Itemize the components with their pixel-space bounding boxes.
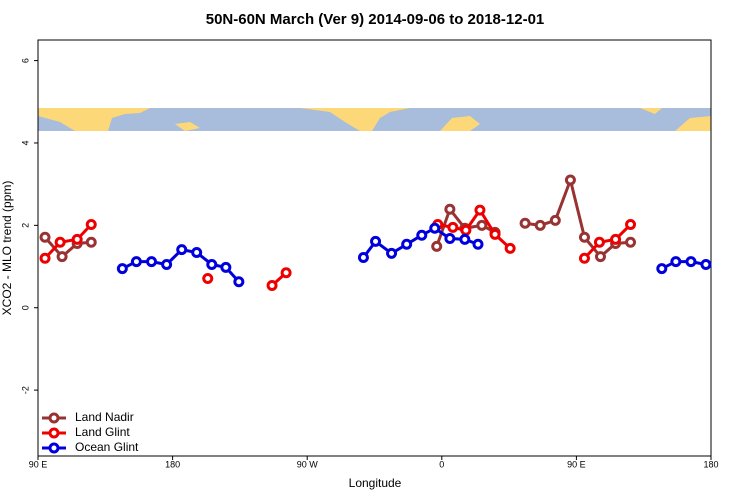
- x-tick-label: 90 W: [297, 459, 319, 469]
- point: [416, 229, 428, 241]
- legend-marker: [48, 442, 60, 454]
- point: [85, 236, 97, 248]
- x-axis-label: Longitude: [349, 476, 402, 490]
- point: [386, 247, 398, 259]
- legend-label: Land Glint: [75, 425, 130, 439]
- legend-marker: [48, 427, 60, 439]
- y-tick-label: 6: [20, 58, 30, 63]
- y-axis-label: XCO2 - MLO trend (ppm): [0, 181, 14, 316]
- point: [519, 217, 531, 229]
- point: [685, 256, 697, 268]
- point: [625, 236, 637, 248]
- point: [202, 272, 214, 284]
- point: [504, 242, 516, 254]
- chart-title: 50N-60N March (Ver 9) 2014-09-06 to 2018…: [206, 11, 545, 28]
- y-tick-label: 2: [20, 223, 30, 228]
- point: [130, 256, 142, 268]
- point: [578, 252, 590, 264]
- x-tick-label: 90 E: [29, 459, 48, 469]
- point: [670, 256, 682, 268]
- point: [447, 221, 459, 233]
- point: [444, 203, 456, 215]
- point: [39, 252, 51, 264]
- point: [472, 238, 484, 250]
- legend-label: Ocean Glint: [75, 440, 139, 454]
- point: [85, 219, 97, 231]
- point: [357, 251, 369, 263]
- point: [191, 247, 203, 259]
- point: [460, 224, 472, 236]
- point: [233, 276, 245, 288]
- point: [534, 219, 546, 231]
- map-strip: [38, 108, 711, 131]
- point: [401, 238, 413, 250]
- point: [700, 258, 712, 270]
- point: [431, 240, 443, 252]
- point: [549, 214, 561, 226]
- point: [116, 263, 128, 275]
- point: [474, 204, 486, 216]
- point: [429, 222, 441, 234]
- series-line: [43, 207, 632, 287]
- x-tick-label: 0: [439, 459, 444, 469]
- point: [564, 174, 576, 186]
- point: [39, 231, 51, 243]
- series-line: [43, 174, 631, 259]
- point: [593, 236, 605, 248]
- x-tick-label: 90 E: [567, 459, 586, 469]
- point: [625, 219, 637, 231]
- point: [280, 267, 292, 279]
- point: [71, 233, 83, 245]
- point: [176, 244, 188, 256]
- y-tick-label: 4: [20, 140, 30, 145]
- point: [266, 279, 278, 291]
- point: [161, 258, 173, 270]
- point: [206, 258, 218, 270]
- point: [146, 256, 158, 268]
- point: [489, 228, 501, 240]
- plot-frame: [37, 39, 712, 457]
- x-tick-label: 180: [703, 459, 718, 469]
- legend-label: Land Nadir: [75, 410, 134, 424]
- point: [56, 251, 68, 263]
- point: [370, 235, 382, 247]
- y-tick-label: 0: [20, 305, 30, 310]
- point: [610, 233, 622, 245]
- point: [476, 219, 488, 231]
- point: [54, 236, 66, 248]
- point: [459, 233, 471, 245]
- point: [656, 263, 668, 275]
- y-tick-label: -2: [20, 386, 30, 394]
- point: [444, 233, 456, 245]
- point: [220, 261, 232, 273]
- x-tick-label: 180: [165, 459, 180, 469]
- point: [578, 231, 590, 243]
- point: [594, 251, 606, 263]
- legend-marker: [48, 412, 60, 424]
